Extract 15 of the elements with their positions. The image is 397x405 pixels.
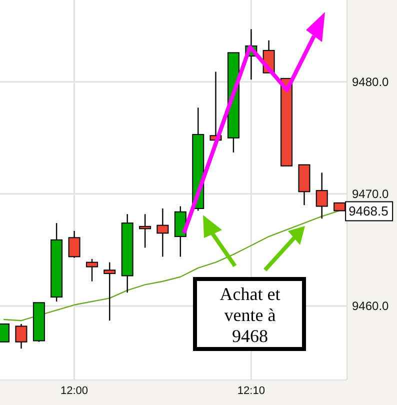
candlestick: [68, 230, 80, 258]
y-tick-label: 9460.0: [352, 299, 390, 314]
x-tick-label: 12:00: [60, 385, 88, 397]
y-tick-label: 9470.0: [352, 186, 390, 201]
candlestick: [86, 258, 98, 282]
candlestick: [156, 208, 169, 258]
candlestick: [15, 323, 28, 350]
x-tick-label: 12:10: [237, 385, 265, 397]
candlestick: [316, 172, 328, 220]
annotation: 9468.5: [348, 204, 388, 219]
candlestick: [104, 262, 116, 322]
annotation: Achat et vente à 9468: [220, 284, 280, 346]
line-series: [2, 210, 340, 322]
candlestick: [139, 214, 152, 248]
y-tick-label: 9480.0: [352, 74, 390, 89]
